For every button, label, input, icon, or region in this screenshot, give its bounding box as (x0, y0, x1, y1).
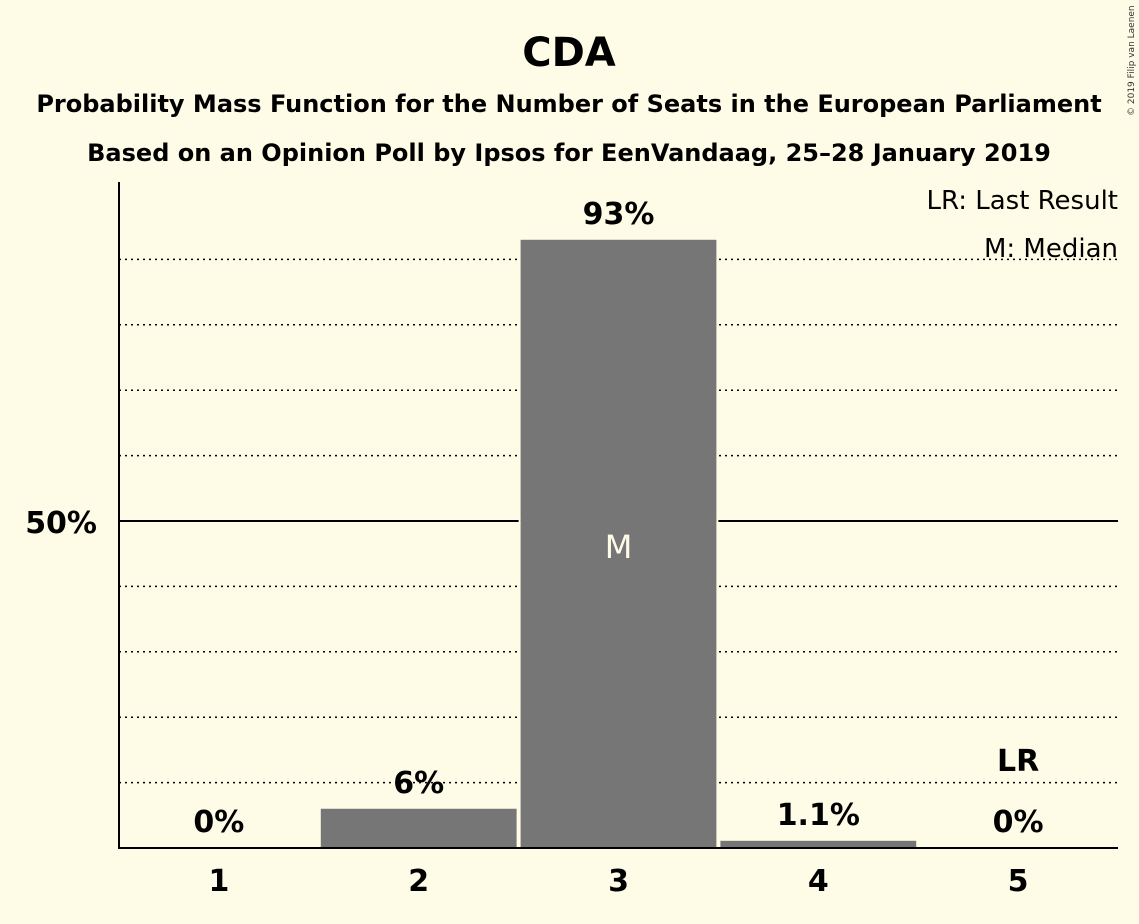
value-label-5: 0% (993, 805, 1044, 840)
chart-subtitle: Probability Mass Function for the Number… (36, 90, 1101, 118)
value-label-4: 1.1% (777, 798, 860, 833)
bar-gap-left-3 (518, 519, 521, 523)
y-tick-label-50: 50% (25, 506, 97, 541)
value-label-2: 6% (393, 766, 444, 801)
bar-3 (520, 239, 717, 848)
x-tick-label-1: 1 (208, 864, 229, 899)
x-tick-label-3: 3 (608, 864, 629, 899)
bar-4 (720, 840, 917, 848)
last-result-marker: LR (997, 744, 1039, 779)
axes (118, 182, 1118, 849)
x-tick-label-2: 2 (408, 864, 429, 899)
value-labels: 0% 1 6% 2 93% 3 1.1% 4 0% 5 M LR (193, 197, 1043, 899)
x-tick-label-5: 5 (1008, 864, 1029, 899)
copyright-text: © 2019 Filip van Laenen (1127, 5, 1137, 116)
legend-median: M: Median (984, 234, 1118, 264)
legend-last-result: LR: Last Result (926, 186, 1118, 216)
bar-2 (320, 808, 517, 848)
bars (320, 239, 917, 848)
chart-title: CDA (522, 30, 616, 76)
value-label-3: 93% (583, 197, 655, 232)
value-label-1: 0% (193, 805, 244, 840)
chart-subtitle-2: Based on an Opinion Poll by Ipsos for Ee… (87, 139, 1051, 167)
bar-gap-right-3 (716, 519, 719, 523)
median-marker: M (605, 528, 633, 566)
x-tick-label-4: 4 (808, 864, 829, 899)
